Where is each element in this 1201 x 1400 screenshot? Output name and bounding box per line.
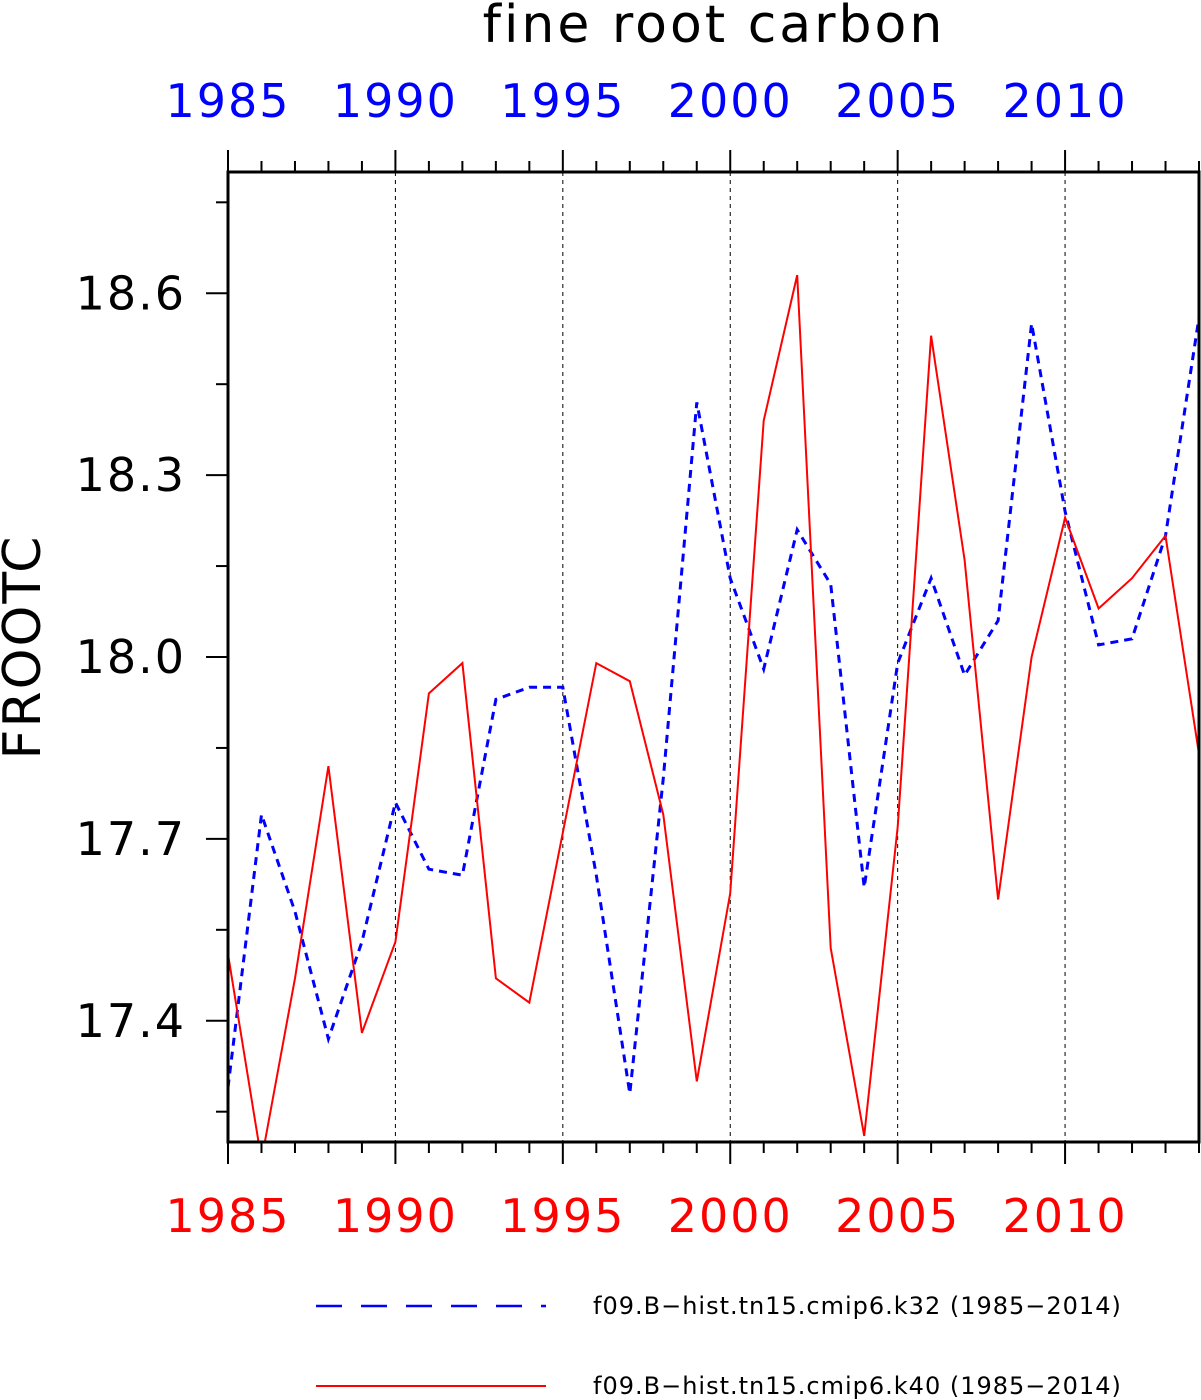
chart-title: fine root carbon — [483, 0, 946, 55]
series-line-2 — [228, 274, 1199, 1142]
y-tick-label-18.6: 18.6 — [76, 266, 186, 320]
series-line-1 — [228, 317, 1199, 1094]
x-tick-label-top-2005: 2005 — [835, 74, 960, 128]
legend-label-1: f09.B−hist.tn15.cmip6.k32 (1985−2014) — [593, 1292, 1122, 1320]
y-tick-label-17.7: 17.7 — [76, 812, 186, 866]
x-tick-label-bottom-1995: 1995 — [500, 1189, 625, 1243]
x-tick-label-top-1990: 1990 — [333, 74, 458, 128]
y-tick-label-18: 18.0 — [76, 630, 186, 684]
x-tick-label-bottom-2005: 2005 — [835, 1189, 960, 1243]
y-axis-title: FROOTC — [0, 535, 53, 760]
y-tick-label-17.4: 17.4 — [76, 994, 186, 1048]
x-tick-label-bottom-2000: 2000 — [668, 1189, 793, 1243]
x-tick-label-bottom-1985: 1985 — [165, 1189, 290, 1243]
plot-area: 1985 1985 1990 1990 1995 1995 2000 2000 2005 2005… — [0, 74, 1201, 1243]
x-tick-label-top-1995: 1995 — [500, 74, 625, 128]
plot-frame — [226, 170, 1201, 1144]
y-tick-label-18.3: 18.3 — [76, 448, 186, 502]
legend: f09.B−hist.tn15.cmip6.k32 (1985−2014) f09… — [316, 1292, 1122, 1400]
legend-label-2: f09.B−hist.tn15.cmip6.k40 (1985−2014) — [593, 1372, 1122, 1400]
x-tick-label-top-2000: 2000 — [668, 74, 793, 128]
x-tick-label-bottom-1990: 1990 — [333, 1189, 458, 1243]
x-tick-label-top-1985: 1985 — [165, 74, 290, 128]
x-tick-label-bottom-2010: 2010 — [1003, 1189, 1128, 1243]
x-tick-label-top-2010: 2010 — [1003, 74, 1128, 128]
